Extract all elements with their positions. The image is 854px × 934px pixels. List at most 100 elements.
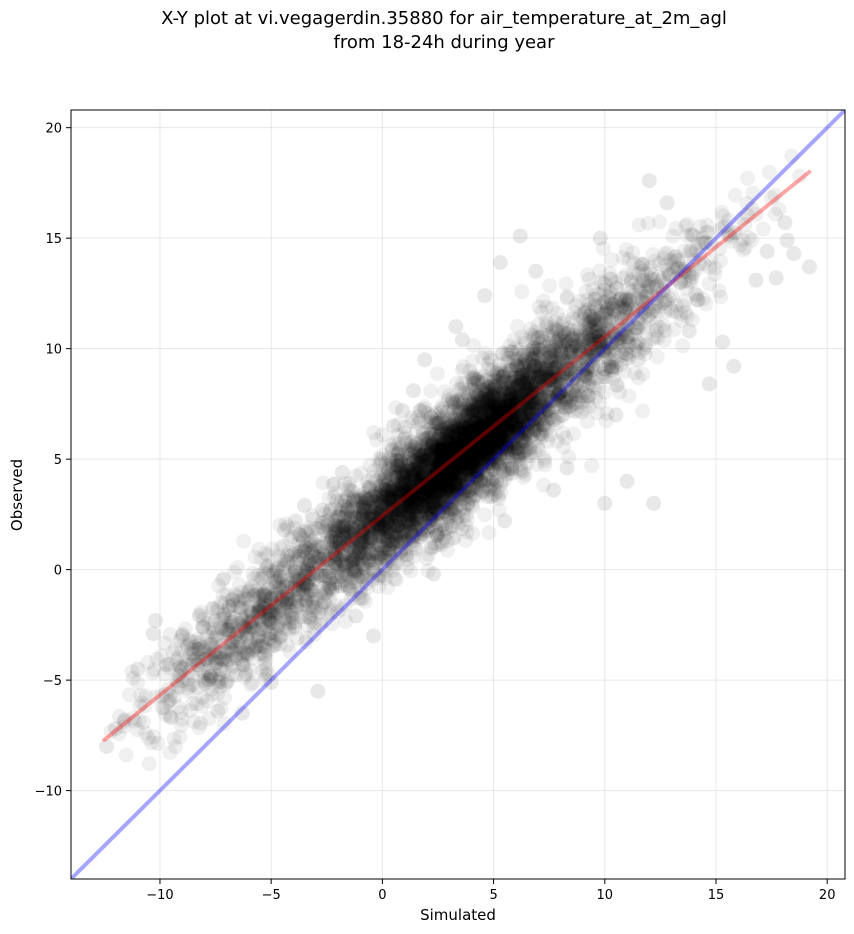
scatter-point bbox=[432, 494, 448, 510]
scatter-point bbox=[437, 431, 453, 447]
scatter-point bbox=[390, 501, 406, 517]
scatter-point bbox=[495, 364, 511, 380]
scatter-point bbox=[392, 475, 408, 491]
scatter-point bbox=[740, 170, 755, 186]
scatter-point bbox=[343, 510, 359, 526]
scatter-point bbox=[516, 408, 532, 424]
scatter-point bbox=[337, 475, 352, 491]
scatter-point bbox=[412, 402, 428, 418]
scatter-point bbox=[755, 221, 771, 237]
scatter-point bbox=[484, 427, 499, 442]
scatter-point bbox=[535, 427, 551, 443]
scatter-point bbox=[431, 492, 447, 508]
chart-title-line2: from 18-24h during year bbox=[334, 32, 556, 53]
scatter-point bbox=[516, 420, 532, 436]
scatter-point bbox=[532, 369, 548, 385]
scatter-point bbox=[397, 532, 413, 548]
scatter-point bbox=[360, 533, 376, 549]
scatter-point bbox=[203, 637, 219, 653]
scatter-point bbox=[512, 409, 528, 425]
scatter-point bbox=[364, 488, 380, 504]
scatter-point bbox=[537, 378, 553, 394]
scatter-point bbox=[426, 487, 442, 503]
scatter-point bbox=[387, 526, 403, 542]
scatter-point bbox=[181, 632, 197, 648]
scatter-point bbox=[496, 410, 512, 426]
scatter-point bbox=[559, 290, 575, 306]
scatter-point bbox=[460, 442, 476, 458]
scatter-point bbox=[352, 541, 368, 557]
scatter-point bbox=[301, 600, 317, 616]
scatter-point bbox=[467, 425, 483, 441]
scatter-point bbox=[515, 444, 531, 459]
scatter-point bbox=[486, 384, 501, 399]
scatter-point bbox=[478, 433, 494, 449]
scatter-point bbox=[203, 668, 219, 684]
scatter-point bbox=[571, 343, 587, 358]
scatter-point bbox=[464, 370, 480, 386]
scatter-point bbox=[642, 306, 658, 322]
scatter-point bbox=[355, 526, 371, 542]
scatter-point bbox=[679, 308, 695, 324]
scatter-point bbox=[447, 478, 463, 493]
scatter-point bbox=[493, 485, 509, 501]
scatter-point bbox=[483, 413, 499, 428]
scatter-point bbox=[241, 638, 257, 654]
scatter-point bbox=[414, 439, 430, 454]
scatter-point bbox=[402, 507, 418, 523]
scatter-point bbox=[447, 452, 463, 467]
scatter-point bbox=[423, 420, 439, 436]
scatter-point bbox=[501, 434, 517, 450]
scatter-point bbox=[411, 479, 427, 495]
scatter-point bbox=[513, 401, 529, 417]
scatter-point bbox=[397, 515, 412, 531]
scatter-point bbox=[554, 408, 570, 424]
scatter-point bbox=[505, 448, 521, 464]
scatter-point bbox=[289, 577, 305, 593]
scatter-point bbox=[498, 439, 514, 455]
scatter-point bbox=[383, 550, 399, 566]
scatter-point bbox=[429, 462, 445, 478]
scatter-point bbox=[554, 348, 570, 364]
scatter-point bbox=[300, 578, 316, 594]
scatter-point bbox=[455, 486, 471, 502]
scatter-point bbox=[424, 499, 440, 515]
scatter-point bbox=[449, 417, 465, 433]
scatter-point bbox=[429, 484, 445, 500]
scatter-point bbox=[154, 700, 170, 715]
scatter-point bbox=[279, 588, 295, 604]
scatter-point bbox=[431, 483, 447, 499]
scatter-point bbox=[596, 294, 612, 310]
scatter-point bbox=[465, 431, 481, 447]
scatter-point bbox=[427, 495, 442, 511]
scatter-point bbox=[512, 416, 528, 432]
scatter-point bbox=[516, 396, 532, 412]
scatter-point bbox=[452, 450, 468, 466]
scatter-point bbox=[423, 540, 439, 556]
scatter-point bbox=[499, 393, 515, 409]
scatter-point bbox=[279, 592, 295, 608]
scatter-point bbox=[492, 356, 508, 372]
scatter-point bbox=[480, 416, 496, 432]
scatter-point bbox=[407, 479, 423, 495]
scatter-point bbox=[418, 467, 434, 482]
scatter-point bbox=[367, 503, 383, 519]
scatter-point bbox=[518, 434, 533, 449]
scatter-point bbox=[478, 429, 494, 445]
scatter-point bbox=[291, 581, 307, 597]
scatter-point bbox=[406, 528, 421, 544]
scatter-point bbox=[282, 644, 298, 660]
scatter-point bbox=[581, 388, 597, 404]
scatter-point bbox=[448, 418, 464, 434]
scatter-point bbox=[412, 508, 428, 524]
scatter-point bbox=[495, 404, 511, 420]
scatter-point bbox=[471, 437, 487, 453]
scatter-point bbox=[452, 482, 468, 498]
scatter-point bbox=[246, 621, 262, 637]
scatter-point bbox=[416, 487, 432, 503]
scatter-point bbox=[602, 265, 618, 281]
scatter-point bbox=[537, 393, 553, 409]
scatter-point bbox=[372, 486, 387, 502]
scatter-point bbox=[429, 475, 445, 491]
scatter-point bbox=[417, 446, 433, 462]
